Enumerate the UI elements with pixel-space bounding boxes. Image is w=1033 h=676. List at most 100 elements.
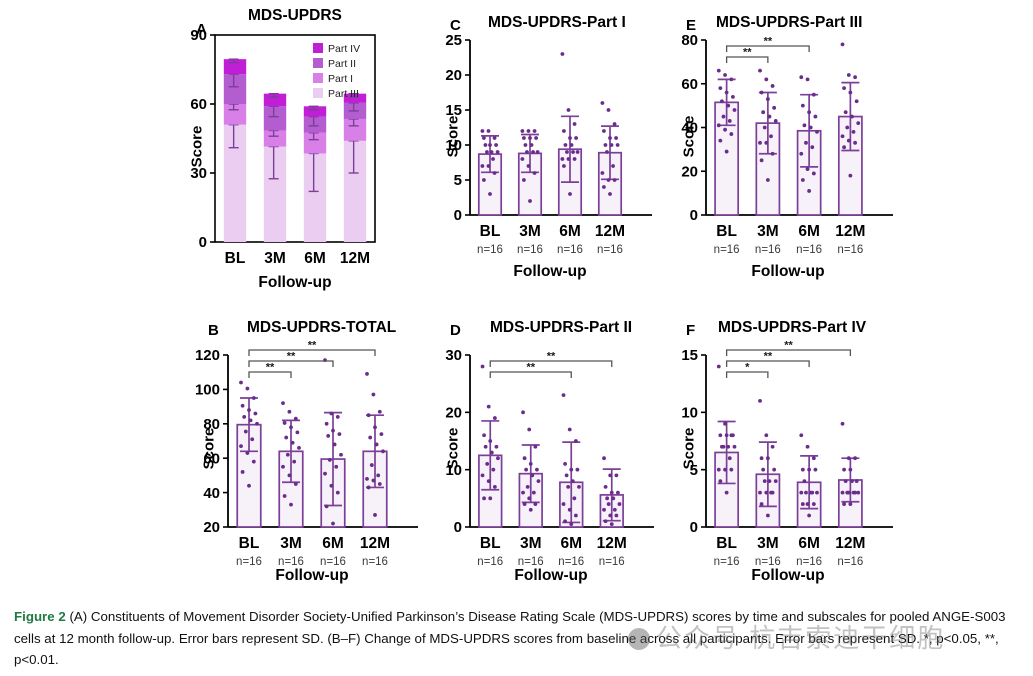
data-point [492, 484, 497, 489]
panel-a-ytick: 30 [190, 165, 207, 182]
data-point [563, 143, 568, 147]
data-point [764, 77, 769, 82]
bar [837, 479, 863, 528]
data-point [724, 90, 729, 95]
data-point [602, 185, 606, 189]
panel-title-c: MDS-UPDRS-Part I [488, 14, 626, 31]
data-point [716, 364, 721, 369]
data-point [292, 459, 297, 464]
data-point [523, 143, 528, 147]
data-point [773, 479, 778, 484]
data-point [369, 463, 374, 467]
bar [796, 481, 822, 528]
data-point [368, 435, 373, 440]
data-point [329, 411, 334, 416]
data-point [612, 122, 617, 126]
data-point [758, 68, 762, 73]
data-point [568, 192, 572, 196]
data-point [563, 519, 567, 524]
data-point [373, 425, 377, 430]
data-point [603, 519, 608, 524]
panel-a-x-axis-label: Follow-up [258, 274, 332, 291]
data-point [573, 439, 578, 443]
data-point [377, 482, 382, 486]
data-point [770, 490, 775, 495]
panel-a-category-label: 6M [304, 250, 326, 267]
data-point [489, 450, 494, 455]
panel-e-n-label: n=16 [796, 244, 822, 256]
data-point [331, 428, 335, 433]
data-point [339, 452, 343, 457]
data-point [491, 467, 496, 472]
data-point [606, 502, 611, 506]
data-point [762, 125, 767, 130]
data-point [569, 143, 574, 147]
data-point [608, 473, 613, 478]
data-point [335, 490, 340, 495]
data-point [535, 150, 540, 154]
data-point [337, 432, 342, 437]
panel-e-category-label: BL [716, 223, 737, 240]
panel-b-x-axis-label: Follow-up [275, 567, 349, 584]
data-point [323, 471, 327, 476]
legend-label: Part I [328, 73, 353, 85]
panel-e-category-label: 6M [798, 223, 820, 240]
data-point [566, 108, 571, 112]
data-point [729, 467, 734, 472]
panel-f-ytick: 10 [681, 405, 698, 422]
data-point [522, 456, 527, 461]
stacked-segment [303, 153, 327, 242]
data-point [716, 123, 721, 128]
significance-label: ** [764, 36, 773, 48]
data-point [800, 467, 805, 472]
data-point [848, 173, 853, 178]
panel-f-category-label: BL [716, 535, 737, 552]
data-point [850, 479, 854, 484]
data-point [759, 158, 764, 163]
data-point [720, 99, 724, 104]
data-point [727, 456, 732, 461]
data-point [480, 164, 485, 168]
data-point [853, 75, 857, 80]
data-point [807, 467, 812, 472]
data-point [758, 140, 762, 145]
data-point [851, 129, 856, 134]
panel-c-category-label: BL [480, 223, 501, 240]
data-point [853, 140, 857, 145]
data-point [811, 456, 816, 461]
stacked-segment [223, 74, 247, 104]
stacked-segment [263, 106, 287, 131]
data-point [732, 444, 737, 449]
data-point [810, 145, 815, 150]
data-point [531, 150, 535, 154]
data-point [255, 421, 259, 426]
panel-f-category-label: 6M [798, 535, 820, 552]
panel-title-f: MDS-UPDRS-Part IV [718, 319, 867, 336]
data-point [485, 462, 490, 466]
panel-b-category-label: 6M [322, 535, 344, 552]
data-point [285, 452, 290, 457]
data-point [520, 157, 525, 161]
data-point [377, 409, 382, 414]
data-point [572, 496, 577, 501]
data-point [765, 178, 770, 182]
data-point [247, 408, 251, 412]
panel-a-ytick: 60 [190, 96, 207, 113]
data-point [723, 467, 727, 472]
panel-f-ytick: 0 [690, 519, 698, 536]
significance-bracket [248, 360, 334, 367]
data-point [611, 496, 616, 501]
panel-b-ytick: 20 [203, 519, 220, 536]
panel-d-ytick: 0 [454, 519, 462, 536]
data-point [845, 125, 850, 130]
data-point [772, 467, 777, 472]
data-point [724, 149, 729, 154]
data-point [846, 138, 851, 143]
data-point [480, 473, 485, 478]
data-point [843, 479, 848, 484]
data-point [770, 151, 775, 156]
stacked-segment [223, 59, 247, 75]
stacked-segment [263, 93, 287, 107]
